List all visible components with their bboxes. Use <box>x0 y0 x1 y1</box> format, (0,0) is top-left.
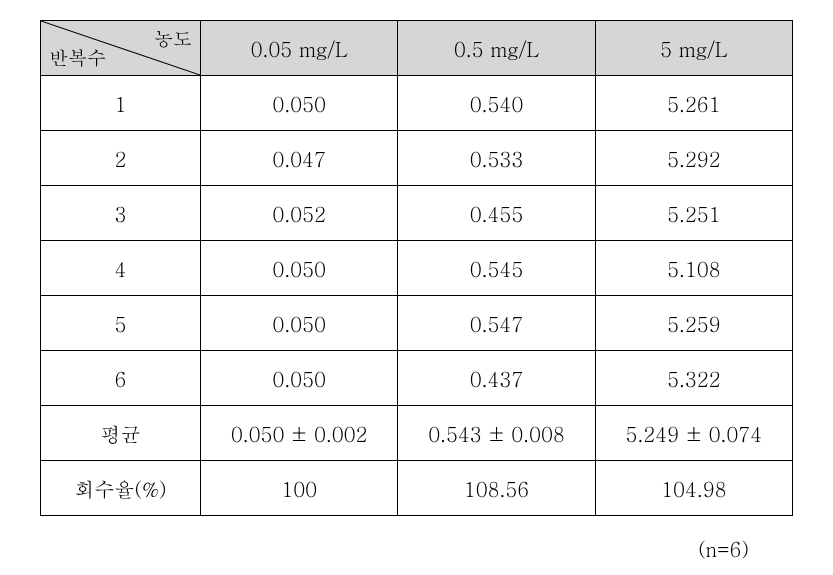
cell: 0.455 <box>398 186 595 241</box>
cell: 0.050 <box>201 296 398 351</box>
diag-label-row: 반복수 <box>49 44 106 71</box>
cell: 0.047 <box>201 131 398 186</box>
cell: 5.261 <box>595 76 792 131</box>
cell: 100 <box>201 461 398 516</box>
diag-label-col: 농도 <box>154 25 192 52</box>
cell: 0.533 <box>398 131 595 186</box>
table-row: 4 0.050 0.545 5.108 <box>41 241 793 296</box>
cell: 108.56 <box>398 461 595 516</box>
cell: 5.249 ± 0.074 <box>595 406 792 461</box>
col-header: 5 mg/L <box>595 21 792 76</box>
footnote: (n=6) <box>40 516 793 563</box>
row-label: 4 <box>41 241 201 296</box>
row-label: 회수율(%) <box>41 461 201 516</box>
cell: 0.540 <box>398 76 595 131</box>
cell: 0.050 <box>201 241 398 296</box>
cell: 0.547 <box>398 296 595 351</box>
row-label: 2 <box>41 131 201 186</box>
cell: 0.545 <box>398 241 595 296</box>
col-header: 0.05 mg/L <box>201 21 398 76</box>
col-header: 0.5 mg/L <box>398 21 595 76</box>
table-row: 5 0.050 0.547 5.259 <box>41 296 793 351</box>
cell: 0.543 ± 0.008 <box>398 406 595 461</box>
table-row: 3 0.052 0.455 5.251 <box>41 186 793 241</box>
cell: 0.050 <box>201 351 398 406</box>
cell: 0.050 ± 0.002 <box>201 406 398 461</box>
cell: 0.052 <box>201 186 398 241</box>
row-label: 3 <box>41 186 201 241</box>
row-label: 평균 <box>41 406 201 461</box>
diagonal-header: 농도 반복수 <box>41 21 201 76</box>
cell: 5.259 <box>595 296 792 351</box>
row-label: 6 <box>41 351 201 406</box>
cell: 5.322 <box>595 351 792 406</box>
table-row: 1 0.050 0.540 5.261 <box>41 76 793 131</box>
cell: 5.108 <box>595 241 792 296</box>
page: 농도 반복수 0.05 mg/L 0.5 mg/L 5 mg/L 1 0.050… <box>0 0 833 573</box>
cell: 0.050 <box>201 76 398 131</box>
table-row: 6 0.050 0.437 5.322 <box>41 351 793 406</box>
row-label: 1 <box>41 76 201 131</box>
mean-row: 평균 0.050 ± 0.002 0.543 ± 0.008 5.249 ± 0… <box>41 406 793 461</box>
cell: 5.292 <box>595 131 792 186</box>
header-row: 농도 반복수 0.05 mg/L 0.5 mg/L 5 mg/L <box>41 21 793 76</box>
cell: 0.437 <box>398 351 595 406</box>
cell: 5.251 <box>595 186 792 241</box>
cell: 104.98 <box>595 461 792 516</box>
row-label: 5 <box>41 296 201 351</box>
recovery-row: 회수율(%) 100 108.56 104.98 <box>41 461 793 516</box>
data-table: 농도 반복수 0.05 mg/L 0.5 mg/L 5 mg/L 1 0.050… <box>40 20 793 516</box>
table-row: 2 0.047 0.533 5.292 <box>41 131 793 186</box>
